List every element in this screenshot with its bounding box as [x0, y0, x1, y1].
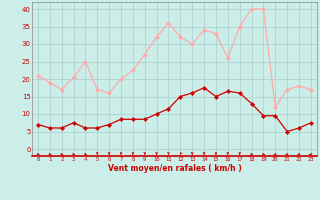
- X-axis label: Vent moyen/en rafales ( km/h ): Vent moyen/en rafales ( km/h ): [108, 164, 241, 173]
